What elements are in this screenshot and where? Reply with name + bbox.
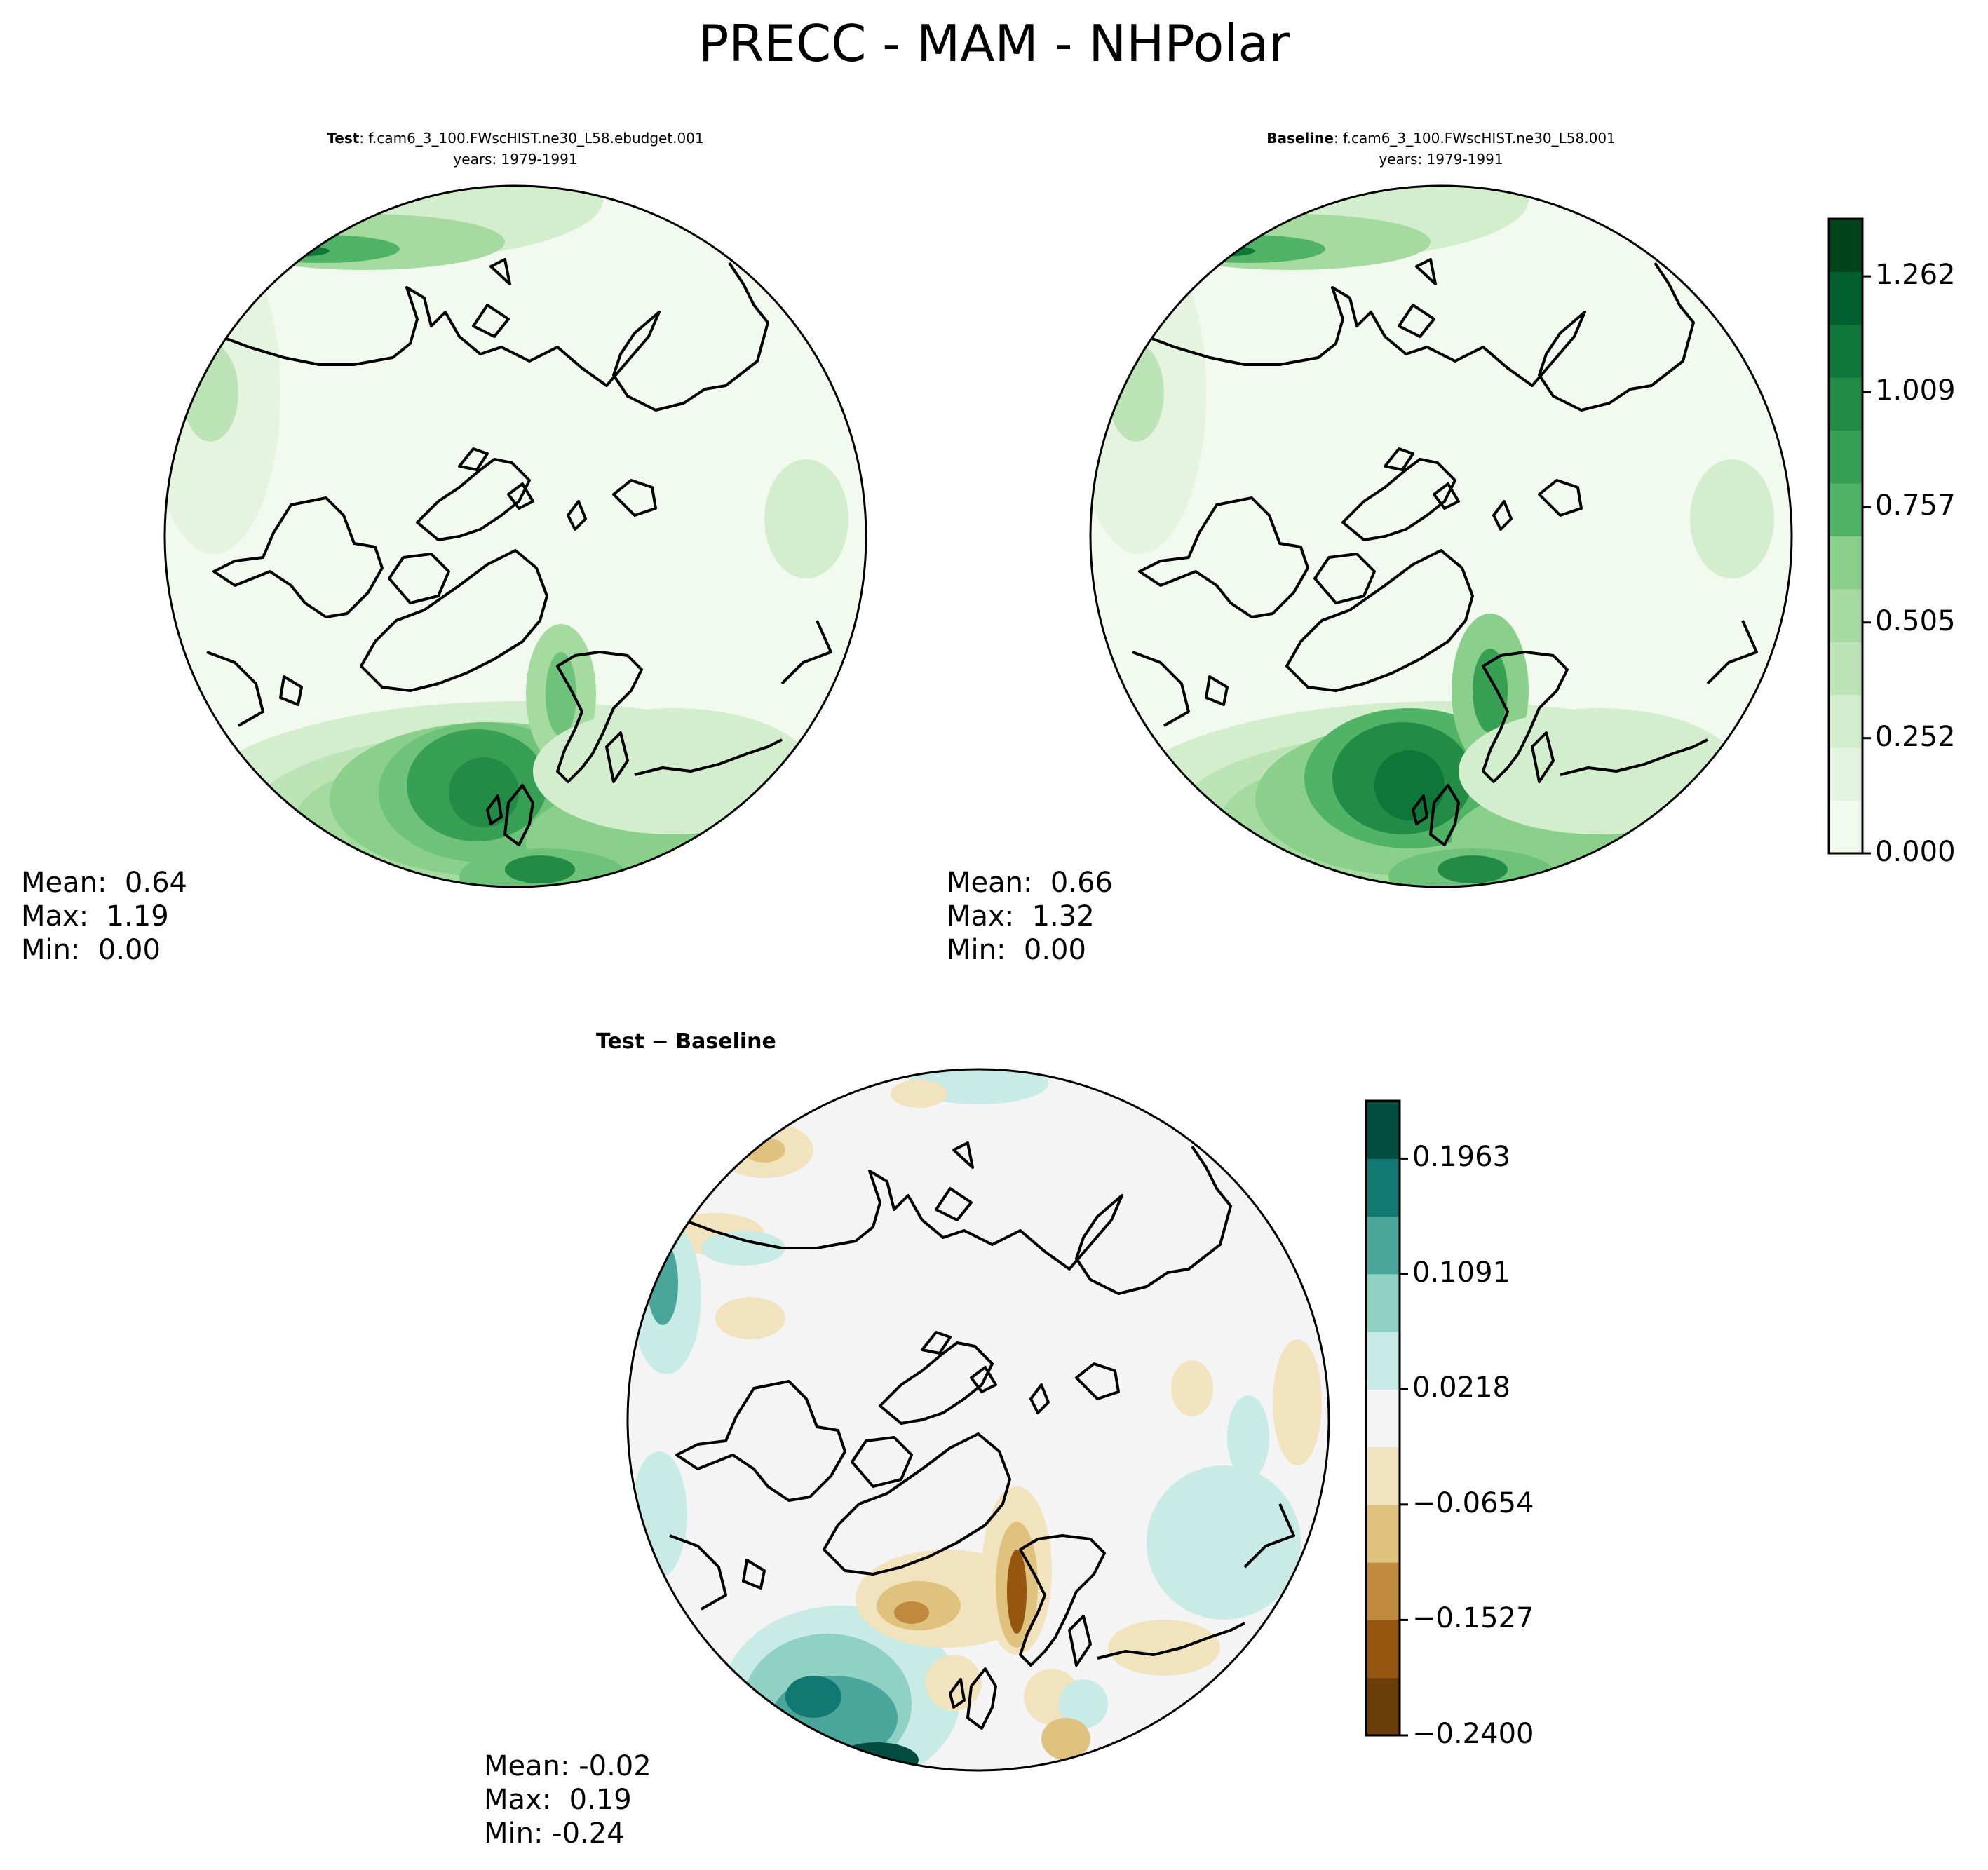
baseline-mean: 0.66: [1050, 867, 1113, 899]
baseline-colorbar-tick-label-5: 1.262: [1875, 259, 1956, 292]
test-stats: Mean: 0.64 Max: 1.19 Min: 0.00: [21, 866, 187, 967]
diff-min-label: Min:: [484, 1817, 543, 1850]
diff-colorbar-level-9: [1366, 1158, 1400, 1217]
test-mean: 0.64: [124, 867, 187, 899]
diff-max-label: Max:: [484, 1784, 552, 1816]
diff-title-test: Test: [596, 1029, 645, 1054]
baseline-colorbar-level-8: [1829, 377, 1862, 431]
figure-title: PRECC - MAM - NHPolar: [698, 14, 1290, 73]
test-mean-label: Mean:: [21, 867, 107, 899]
diff-panel-title: Test − Baseline: [596, 1029, 776, 1054]
diff-title-baseline: Baseline: [675, 1029, 776, 1054]
diff-colorbar-level-0: [1366, 1677, 1400, 1736]
test-max: 1.19: [106, 900, 169, 933]
diff-colorbar-tick-label-3: 0.0218: [1412, 1371, 1510, 1404]
baseline-colorbar-tick-label-2: 0.505: [1875, 604, 1956, 637]
diff-title-sep: −: [651, 1029, 669, 1054]
baseline-max: 1.32: [1032, 900, 1095, 933]
baseline-colorbar-tick-label-0: 0.000: [1875, 836, 1956, 868]
baseline-colorbar-level-5: [1829, 536, 1862, 590]
test-map: [163, 184, 867, 888]
test-max-label: Max:: [21, 900, 89, 933]
test-min: 0.00: [97, 934, 161, 966]
diff-colorbar-tick-label-5: 0.1963: [1412, 1141, 1510, 1174]
diff-min: -0.24: [552, 1817, 625, 1850]
baseline-colorbar-level-0: [1829, 800, 1862, 854]
baseline-panel-title-case: : f.cam6_3_100.FWscHIST.ne30_L58.001: [1333, 130, 1616, 147]
diff-mean: -0.02: [579, 1750, 651, 1782]
test-min-label: Min:: [21, 934, 81, 966]
baseline-colorbar-level-4: [1829, 588, 1862, 642]
diff-colorbar-tick-label-4: 0.1091: [1412, 1256, 1510, 1289]
baseline-panel-title: Baseline: f.cam6_3_100.FWscHIST.ne30_L58…: [1161, 128, 1722, 170]
diff-map: [626, 1068, 1330, 1772]
diff-colorbar-level-7: [1366, 1273, 1400, 1332]
diff-colorbar-tick-label-0: −0.2400: [1412, 1718, 1534, 1750]
baseline-colorbar-level-3: [1829, 642, 1862, 696]
baseline-map: [1089, 184, 1793, 888]
baseline-max-label: Max:: [947, 900, 1015, 933]
diff-colorbar-level-3: [1366, 1504, 1400, 1563]
baseline-colorbar-level-11: [1829, 219, 1862, 272]
baseline-colorbar-tick-label-1: 0.252: [1875, 720, 1956, 753]
test-panel-title-bold: Test: [327, 130, 360, 147]
baseline-colorbar-frame: [1827, 217, 1864, 855]
diff-colorbar-frame: [1365, 1099, 1401, 1737]
diff-colorbar: [1365, 1099, 1408, 1737]
diff-colorbar-tick-label-1: −0.1527: [1412, 1602, 1534, 1635]
baseline-stats: Mean: 0.66 Max: 1.32 Min: 0.00: [947, 866, 1113, 967]
diff-mean-label: Mean:: [484, 1750, 570, 1782]
baseline-min-label: Min:: [947, 934, 1006, 966]
baseline-mean-label: Mean:: [947, 867, 1033, 899]
baseline-colorbar-tick-label-3: 0.757: [1875, 489, 1956, 522]
baseline-colorbar-tick-label-4: 1.009: [1875, 374, 1956, 407]
diff-max: 0.19: [560, 1784, 632, 1816]
diff-colorbar-tick-label-2: −0.0654: [1412, 1486, 1534, 1519]
baseline-colorbar-level-2: [1829, 694, 1862, 748]
diff-stats: Mean: -0.02 Max: 0.19 Min: -0.24: [484, 1749, 651, 1850]
diff-colorbar-level-6: [1366, 1332, 1400, 1390]
baseline-colorbar-level-1: [1829, 747, 1862, 801]
baseline-min: 0.00: [1023, 934, 1086, 966]
baseline-colorbar-level-9: [1829, 324, 1862, 378]
test-panel-title-case: : f.cam6_3_100.FWscHIST.ne30_L58.ebudget…: [359, 130, 704, 147]
test-panel-years: years: 1979-1991: [453, 151, 578, 168]
diff-colorbar-level-10: [1366, 1101, 1400, 1159]
diff-colorbar-level-1: [1366, 1620, 1400, 1679]
baseline-colorbar-level-10: [1829, 271, 1862, 325]
diff-colorbar-level-2: [1366, 1562, 1400, 1620]
baseline-colorbar: [1827, 217, 1871, 855]
baseline-colorbar-level-6: [1829, 483, 1862, 536]
diff-colorbar-level-4: [1366, 1446, 1400, 1505]
baseline-panel-title-bold: Baseline: [1266, 130, 1334, 147]
baseline-panel-years: years: 1979-1991: [1379, 151, 1503, 168]
test-panel-title: Test: f.cam6_3_100.FWscHIST.ne30_L58.ebu…: [235, 128, 796, 170]
diff-colorbar-level-5: [1366, 1389, 1400, 1448]
baseline-colorbar-level-7: [1829, 430, 1862, 484]
diff-colorbar-level-8: [1366, 1216, 1400, 1275]
